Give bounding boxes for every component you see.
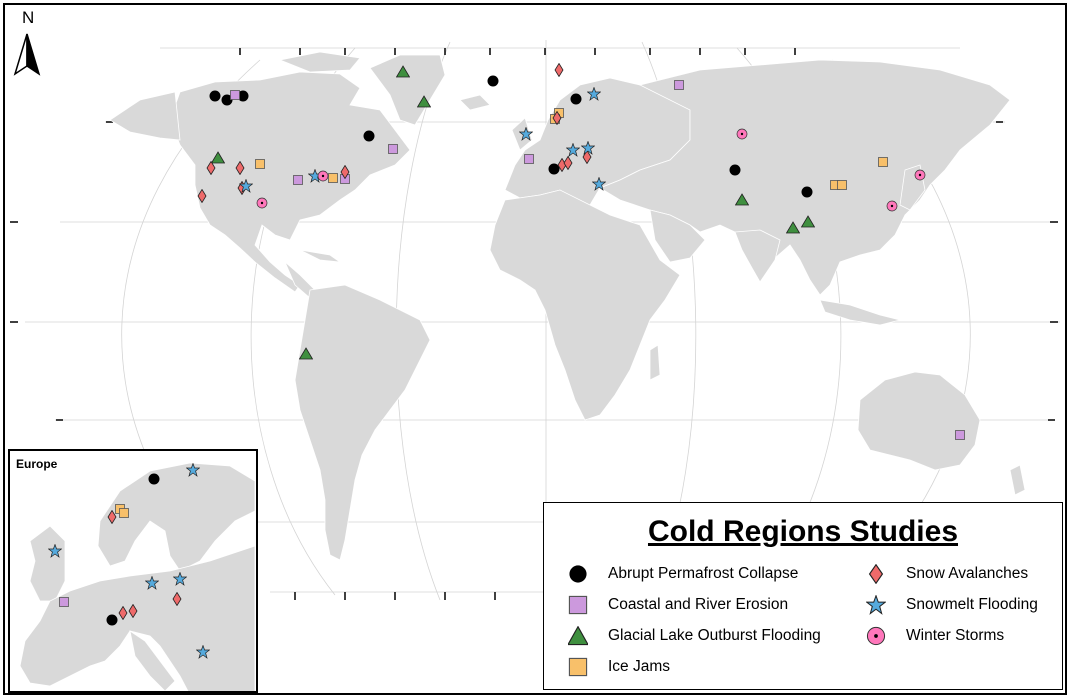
legend-item-glof: Glacial Lake Outburst Flooding [608,627,821,644]
south-america [294,284,431,561]
marker-icejam [255,159,265,169]
marker-permafrost [148,473,160,485]
marker-erosion [524,154,534,164]
legend-item-snowmelt: Snowmelt Flooding [906,596,1038,613]
europe-inset-map [19,462,256,691]
orange-square-icon [568,657,588,677]
marker-icejam [837,180,847,190]
north-arrow-icon [12,10,42,76]
marker-permafrost [363,130,375,142]
europe-inset: Europe [8,449,258,693]
marker-icejam [119,508,129,518]
legend: Cold Regions Studies Abrupt Permafrost C… [543,502,1063,690]
marker-erosion [955,430,965,440]
marker-permafrost [570,93,582,105]
inset-britain [29,525,66,602]
legend-item-erosion: Coastal and River Erosion [608,596,789,613]
marker-icejam [878,157,888,167]
madagascar [649,344,661,381]
marker-erosion [230,90,240,100]
black-circle-icon [569,565,587,583]
graticule-ticks [10,48,1058,600]
legend-item-icejams: Ice Jams [608,658,671,675]
marker-erosion [674,80,684,90]
iceland [459,94,491,111]
marker-erosion [293,175,303,185]
marker-winterstorm [886,200,898,212]
green-triangle-icon [568,626,588,646]
india [734,229,781,283]
inset-italy [129,630,176,691]
africa [489,189,681,421]
alaska [109,91,181,141]
asia [599,59,1011,296]
marker-winterstorm [914,169,926,181]
inset-title: Europe [16,457,58,471]
australia [857,371,981,471]
marker-permafrost [729,164,741,176]
purple-square-icon [568,595,588,615]
arabia [649,209,706,263]
marker-permafrost [548,163,560,175]
new-zealand [1009,464,1026,496]
red-diamond-icon [868,564,884,584]
caribbean [299,249,342,263]
legend-title: Cold Regions Studies [647,515,959,548]
arctic-islands [278,51,361,73]
marker-permafrost [487,75,499,87]
greenland [369,54,446,126]
north-label: N [22,8,35,27]
marker-icejam [328,173,338,183]
blue-star-icon [866,595,886,615]
marker-winterstorm [317,170,329,182]
legend-item-winterstorms: Winter Storms [906,627,1005,644]
inset-scandinavia [97,462,256,572]
marker-permafrost [801,186,813,198]
marker-winterstorm [256,197,268,209]
marker-winterstorm [736,128,748,140]
marker-erosion [388,144,398,154]
marker-erosion [59,597,69,607]
marker-avalanche [554,63,564,77]
legend-item-permafrost: Abrupt Permafrost Collapse [608,565,799,582]
land [109,51,1026,561]
pink-dotted-circle-icon [866,626,886,646]
southeast-asia [819,299,901,326]
marker-permafrost [209,90,221,102]
marker-permafrost [106,614,118,626]
legend-item-avalanches: Snow Avalanches [906,565,1029,582]
north-america [169,71,411,293]
inset-mainland [19,545,256,691]
